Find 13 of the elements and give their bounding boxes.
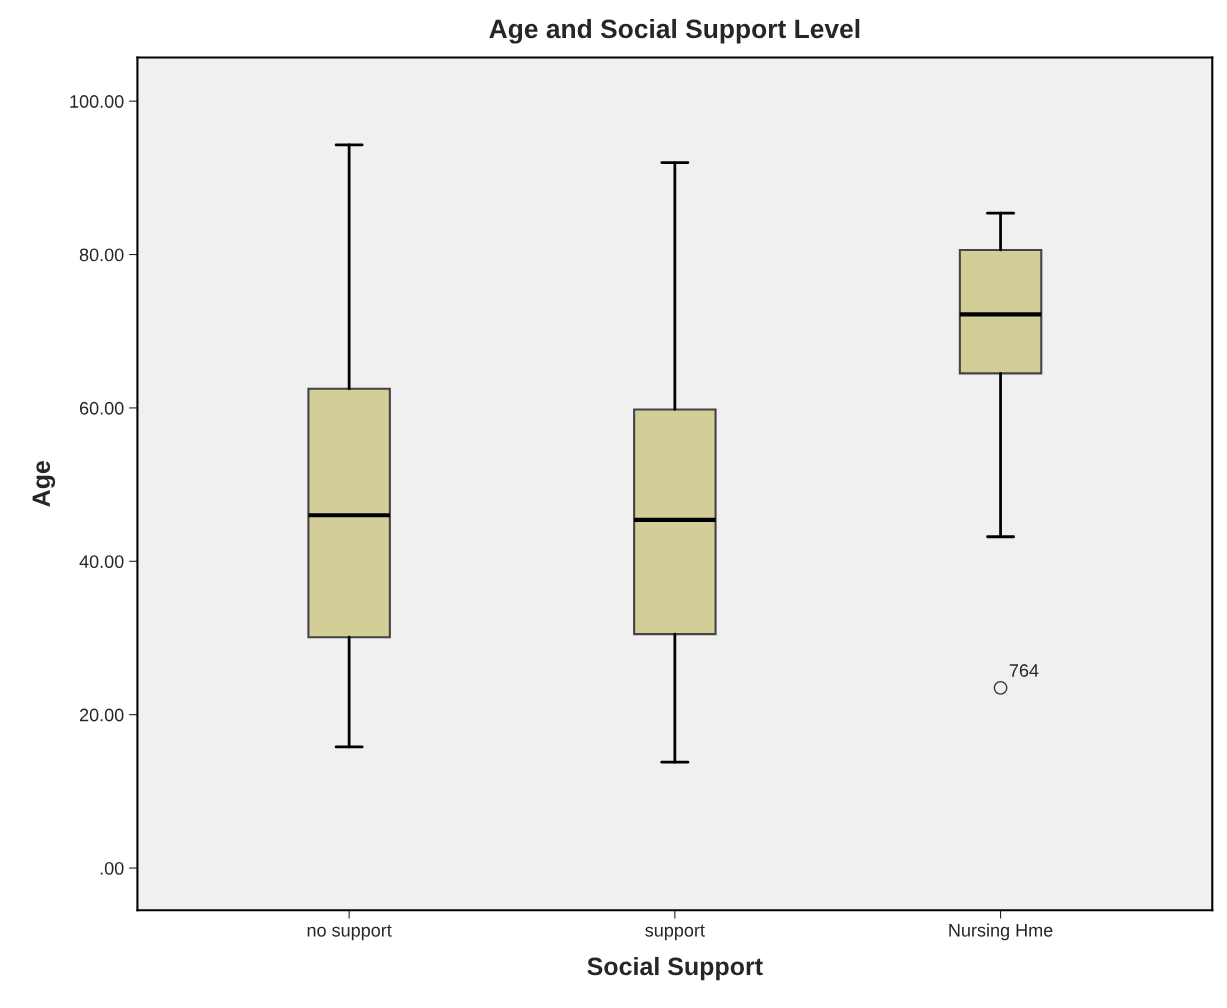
x-tick-label: no support [307, 924, 392, 941]
y-tick-label: 60.00 [79, 401, 124, 415]
chart-title: Age and Social Support Level [489, 18, 860, 44]
x-axis-title: Social Support [587, 956, 763, 981]
annotation: 764 [1009, 664, 1039, 677]
y-tick-label: 80.00 [79, 248, 124, 262]
x-tick-label: support [645, 924, 705, 941]
y-tick-label: 100.00 [70, 95, 124, 108]
y-tick-label: 40.00 [79, 555, 124, 569]
y-tick-label: .00 [100, 861, 124, 875]
y-axis-title: Age [32, 461, 56, 507]
y-tick-label: 20.00 [79, 708, 124, 722]
x-tick-label: Nursing Hme [949, 923, 1053, 941]
